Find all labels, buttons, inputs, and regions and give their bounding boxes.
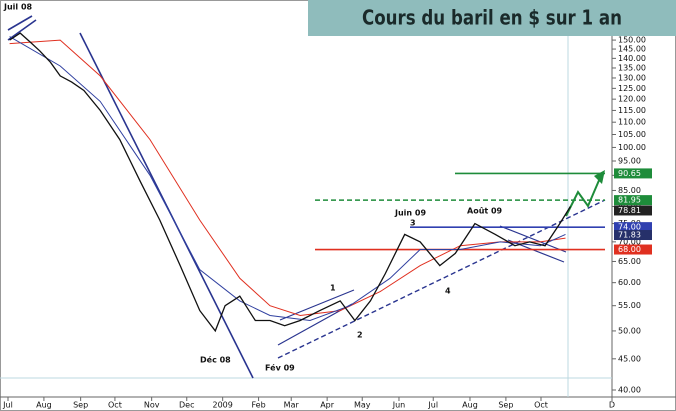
level-label: 74.00 (618, 223, 641, 232)
x-tick-label: May (354, 401, 371, 410)
y-tick-label: 150.00 (618, 36, 646, 45)
x-tick-label: Aug (36, 401, 52, 410)
y-tick-label: 45.00 (618, 354, 641, 363)
level-box (614, 230, 652, 241)
y-tick-label: 95.00 (618, 157, 641, 166)
y-tick-label: 65.00 (618, 257, 641, 266)
x-tick-label: Oct (108, 401, 122, 410)
price-line (9, 32, 571, 333)
y-tick-label: 60.00 (618, 278, 641, 287)
y-tick-label: 110.00 (618, 118, 646, 127)
annotation: Août 09 (467, 207, 503, 216)
forecast-arrow (565, 177, 601, 217)
level-box (614, 168, 652, 179)
x-tick-label: Oct (534, 401, 548, 410)
trend-line (277, 199, 606, 359)
level-label: 78.81 (618, 206, 641, 215)
level-box (614, 222, 652, 233)
moving-average (9, 39, 566, 317)
chart-title: Cours du baril en $ sur 1 an (362, 6, 622, 30)
x-tick-label: Dec (179, 401, 194, 410)
y-tick-label: 145.00 (618, 45, 646, 54)
trend-line (7, 15, 33, 31)
y-tick-label: 85.00 (618, 186, 641, 195)
trend-line (499, 225, 567, 253)
x-tick-label: Jul (2, 401, 13, 410)
x-tick-label: 2009 (212, 401, 232, 410)
x-tick-label: Feb (251, 401, 265, 410)
y-tick-label: 105.00 (618, 130, 646, 139)
y-tick-label: 140.00 (618, 54, 646, 63)
y-tick-label: 125.00 (618, 84, 646, 93)
level-box (614, 195, 652, 206)
annotation: 2 (357, 331, 363, 340)
y-tick-label: 40.00 (618, 386, 641, 395)
level-box (614, 244, 652, 255)
x-tick-label: D (609, 401, 615, 410)
x-tick-label: Sep (73, 401, 88, 410)
y-tick-label: 120.00 (618, 95, 646, 104)
y-tick-label: 135.00 (618, 63, 646, 72)
y-tick-label: 55.00 (618, 301, 641, 310)
annotation: 4 (445, 287, 451, 296)
y-tick-label: 130.00 (618, 73, 646, 82)
annotation: 3 (410, 219, 416, 228)
x-tick-label: Aug (462, 401, 478, 410)
trend-line (7, 19, 37, 41)
level-label: 68.00 (618, 245, 641, 254)
level-label: 71.83 (618, 231, 641, 240)
moving-average (9, 36, 566, 322)
y-tick-label: 70.00 (618, 237, 641, 246)
annotation: Déc 08 (200, 355, 231, 365)
annotation: Fév 09 (265, 363, 295, 373)
annotation: 1 (330, 284, 336, 293)
y-tick-label: 50.00 (618, 326, 641, 335)
x-tick-label: Mar (284, 401, 300, 410)
x-tick-label: Jul (427, 401, 438, 410)
level-label: 90.65 (618, 169, 641, 178)
y-tick-label: 115.00 (618, 106, 646, 115)
x-tick-label: Apr (320, 401, 335, 410)
trend-line (279, 289, 355, 321)
x-tick-label: Jun (392, 401, 406, 410)
annotation: Juil 08 (3, 3, 33, 12)
y-tick-label: 100.00 (618, 143, 646, 152)
x-tick-label: Sep (498, 401, 513, 410)
annotation: Juin 09 (394, 209, 426, 218)
level-label: 81.95 (618, 196, 641, 205)
title-box (308, 0, 676, 36)
level-box (614, 205, 652, 216)
x-tick-label: Nov (144, 401, 160, 410)
trend-line (79, 32, 254, 379)
